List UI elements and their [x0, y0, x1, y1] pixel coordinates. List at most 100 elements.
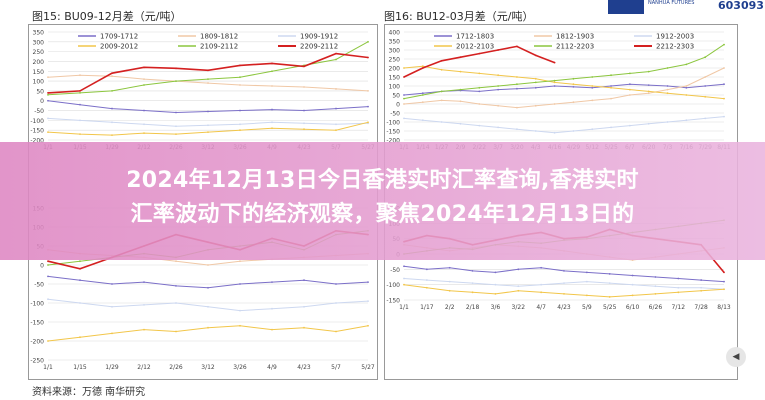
x-tick-label: 3/22	[512, 304, 526, 311]
data-point	[403, 103, 405, 105]
data-point	[610, 86, 612, 89]
data-point	[517, 268, 520, 271]
data-point	[459, 88, 462, 91]
legend-label: 2109-2112	[200, 43, 238, 51]
y-tick-label: -150	[386, 298, 400, 305]
data-point	[563, 282, 565, 285]
y-tick-label: -150	[30, 320, 44, 327]
y-tick-label: 300	[33, 39, 45, 46]
chart-bu12-03: -200 -150 -100 -50 0 50 100 150 200 250 300 350 400 1…	[386, 30, 731, 152]
data-point	[79, 302, 81, 304]
data-point	[47, 275, 49, 278]
data-point	[403, 277, 405, 280]
y-tick-label: -150	[30, 128, 44, 135]
y-tick-label: 50	[36, 88, 44, 95]
data-point	[79, 74, 81, 77]
data-point	[534, 77, 537, 80]
data-point	[494, 283, 497, 286]
y-tick-label: 250	[33, 49, 45, 56]
y-tick-label: -50	[390, 267, 400, 274]
y-tick-label: 300	[389, 48, 401, 55]
data-point	[448, 266, 451, 269]
data-point	[335, 58, 337, 61]
data-point	[572, 101, 575, 104]
y-tick-label: -200	[386, 138, 400, 145]
data-point	[303, 109, 305, 112]
data-point	[497, 74, 500, 77]
data-point	[175, 125, 177, 128]
data-point	[335, 283, 337, 285]
data-point	[572, 130, 575, 132]
chart-bu09-12: -200-150-100-500501001502002503003501/11…	[30, 30, 375, 152]
data-point	[628, 94, 631, 96]
series-line	[403, 65, 725, 100]
data-point	[79, 103, 81, 106]
y-tick-label: 100	[33, 79, 45, 86]
x-tick-label: 6/26	[649, 304, 663, 311]
data-point	[610, 74, 612, 77]
data-point	[647, 70, 650, 73]
data-point	[448, 289, 451, 292]
data-point	[440, 59, 443, 62]
data-point	[303, 305, 305, 308]
data-point	[497, 126, 500, 129]
data-point	[553, 131, 556, 134]
data-point	[516, 83, 518, 86]
legend-label: 1912-2003	[656, 33, 694, 41]
data-point	[79, 119, 81, 122]
data-point	[175, 260, 177, 263]
legend-label: 1712-1803	[456, 33, 494, 41]
data-point	[335, 52, 337, 55]
data-point	[459, 56, 462, 59]
data-point	[440, 68, 443, 71]
data-point	[654, 285, 657, 288]
series-line	[403, 67, 725, 109]
headline-text[interactable]: 2024年12月13日今日香港实时汇率查询,香港实时 汇率波动下的经济观察，聚焦…	[0, 164, 765, 232]
y-tick-label: 400	[389, 30, 401, 37]
data-point	[585, 271, 588, 274]
data-point	[111, 283, 113, 285]
data-point	[553, 79, 556, 82]
data-point	[367, 121, 369, 124]
series-line	[47, 52, 369, 94]
data-point	[207, 78, 209, 81]
data-point	[723, 280, 725, 283]
data-point	[239, 64, 241, 67]
data-point	[591, 85, 594, 87]
x-tick-label: 5/7	[331, 364, 341, 371]
data-point	[591, 76, 594, 78]
legend-label: 1812-1903	[556, 33, 594, 41]
data-point	[421, 92, 424, 95]
data-point	[47, 99, 49, 102]
data-point	[666, 85, 669, 87]
data-point	[47, 260, 49, 263]
y-tick-label: 200	[389, 66, 401, 73]
play-icon[interactable]: ◀	[726, 347, 746, 367]
data-point	[540, 291, 543, 294]
data-point	[421, 65, 424, 68]
data-point	[403, 94, 405, 96]
data-point	[585, 294, 588, 297]
data-point	[367, 281, 369, 283]
y-tick-label: -100	[386, 120, 400, 127]
y-tick-label: 50	[392, 93, 400, 100]
data-point	[111, 90, 113, 92]
data-point	[403, 97, 405, 100]
data-point	[677, 286, 680, 289]
series-line	[403, 44, 725, 100]
data-point	[79, 260, 81, 263]
data-point	[207, 110, 209, 113]
data-point	[572, 86, 575, 88]
data-point	[440, 121, 443, 123]
data-point	[723, 97, 725, 100]
data-point	[494, 292, 497, 295]
data-point	[335, 330, 337, 333]
data-point	[628, 72, 631, 75]
data-point	[47, 91, 49, 94]
legend-label: 2212-2303	[656, 43, 694, 51]
x-tick-label: 1/15	[73, 364, 87, 371]
y-tick-label: -50	[34, 282, 44, 289]
data-point	[647, 84, 650, 86]
data-point	[111, 332, 113, 335]
data-point	[207, 264, 209, 266]
